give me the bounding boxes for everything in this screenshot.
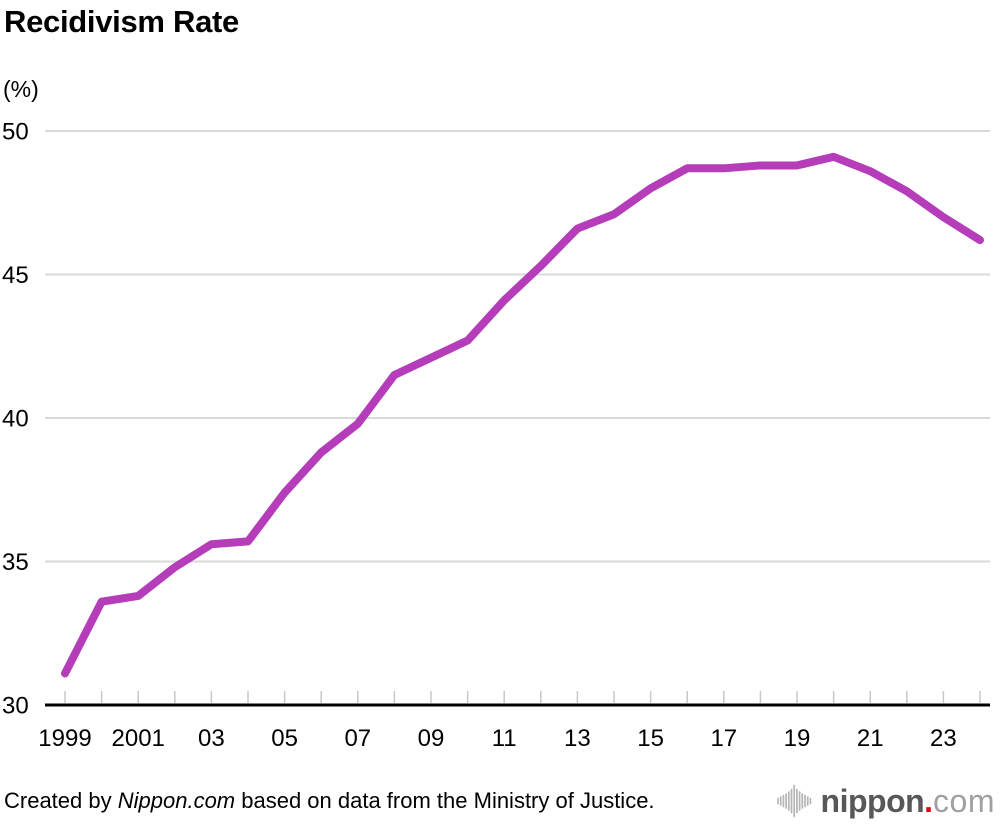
y-axis-tick-label: 50 — [2, 119, 29, 146]
y-axis-unit-label: (%) — [3, 76, 39, 102]
attribution-suffix: based on data from the Ministry of Justi… — [235, 788, 655, 813]
logo-text-nippon: nippon — [820, 783, 925, 819]
y-axis-tick-label: 40 — [2, 406, 29, 433]
x-axis-tick-label: 21 — [857, 725, 884, 752]
y-axis-tick-label: 45 — [2, 262, 29, 289]
recidivism-rate-line — [61, 152, 984, 678]
y-axis-tick-label: 30 — [2, 693, 29, 720]
x-axis-tick-label: 2001 — [112, 725, 165, 752]
x-axis-tick-label: 17 — [710, 725, 737, 752]
x-axis-tick-label: 09 — [418, 725, 445, 752]
x-axis-tick-label: 03 — [198, 725, 225, 752]
source-attribution: Created by Nippon.com based on data from… — [4, 788, 655, 814]
x-axis-tick-label: 15 — [637, 725, 664, 752]
logo-text-com: com — [933, 783, 995, 819]
attribution-source-name: Nippon.com — [117, 788, 236, 813]
attribution-prefix: Created by — [4, 788, 118, 813]
logo-red-dot: . — [924, 783, 934, 819]
nippon-com-wordmark: nippon.com — [821, 785, 995, 817]
x-axis-tick-label: 11 — [492, 725, 517, 752]
x-axis-tick-label: 1999 — [38, 725, 91, 752]
x-axis-tick-label: 13 — [564, 725, 591, 752]
chart-title: Recidivism Rate — [4, 4, 239, 39]
y-axis-tick-label: 35 — [2, 549, 29, 576]
x-axis-tick-label: 23 — [930, 725, 957, 752]
nippon-com-logo: nippon.com — [775, 779, 995, 823]
audio-wave-icon — [776, 784, 811, 818]
x-axis-tick-label: 05 — [271, 725, 298, 752]
x-axis-tick-label: 19 — [784, 725, 811, 752]
x-axis-tick-label: 07 — [344, 725, 371, 752]
